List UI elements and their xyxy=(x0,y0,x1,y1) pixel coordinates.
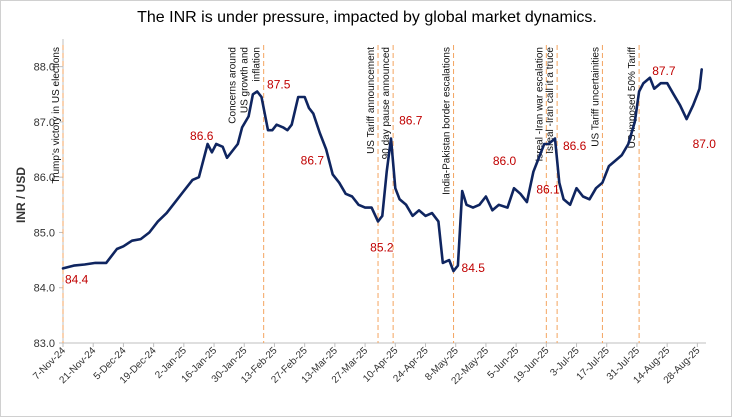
y-tick-label: 88.0 xyxy=(34,62,55,74)
chart-title: The INR is under pressure, impacted by g… xyxy=(137,9,597,26)
data-label: 85.2 xyxy=(370,240,394,254)
data-label: 84.4 xyxy=(65,273,89,287)
y-tick-label: 86.0 xyxy=(34,172,55,184)
event-annotation: US Tariff uncertainities xyxy=(590,47,601,147)
data-label: 84.5 xyxy=(462,261,486,275)
series-group xyxy=(61,68,704,273)
data-label: 86.7 xyxy=(399,113,423,127)
event-annotation: Isreal -Iran war escalation xyxy=(534,47,545,162)
y-tick-label: 87.0 xyxy=(34,117,55,129)
y-axis-label: INR / USD xyxy=(14,167,28,223)
x-axis: 7-Nov-2421-Nov-245-Dec-2419-Dec-242-Jan-… xyxy=(31,342,706,387)
event-annotation: US imposed 50% Tariff xyxy=(627,47,638,149)
event-annotation: Isreal -Iran call it a truce xyxy=(545,47,556,154)
event-annotation: Concerns around xyxy=(228,47,239,124)
data-label: 87.7 xyxy=(652,64,676,78)
data-label: 86.6 xyxy=(563,139,587,153)
y-tick-label: 85.0 xyxy=(34,227,55,239)
data-label: 87.5 xyxy=(267,77,291,91)
data-label-group: 84.4 86.6 87.5 86.7 85.2 86.7 84.5 86.0 86.1 86.6… xyxy=(65,64,716,286)
data-label: 87.0 xyxy=(693,137,717,151)
event-annotation: Trump's victory in US elections xyxy=(51,47,62,184)
event-annotation: inflation xyxy=(252,47,263,81)
event-annotation: 90 day pause announced xyxy=(381,47,392,159)
event-annotation: US Tariff announcement xyxy=(366,47,377,154)
event-annotation: India-Pakistan border escalations xyxy=(442,47,453,195)
data-label: 86.6 xyxy=(190,129,214,143)
event-annotation: US growth and xyxy=(240,47,251,113)
data-label: 86.7 xyxy=(301,153,325,167)
data-label: 86.0 xyxy=(493,154,517,168)
data-label: 86.1 xyxy=(536,183,560,197)
y-tick-label: 83.0 xyxy=(34,338,55,350)
series-line xyxy=(61,68,704,273)
y-tick-label: 84.0 xyxy=(34,283,55,295)
